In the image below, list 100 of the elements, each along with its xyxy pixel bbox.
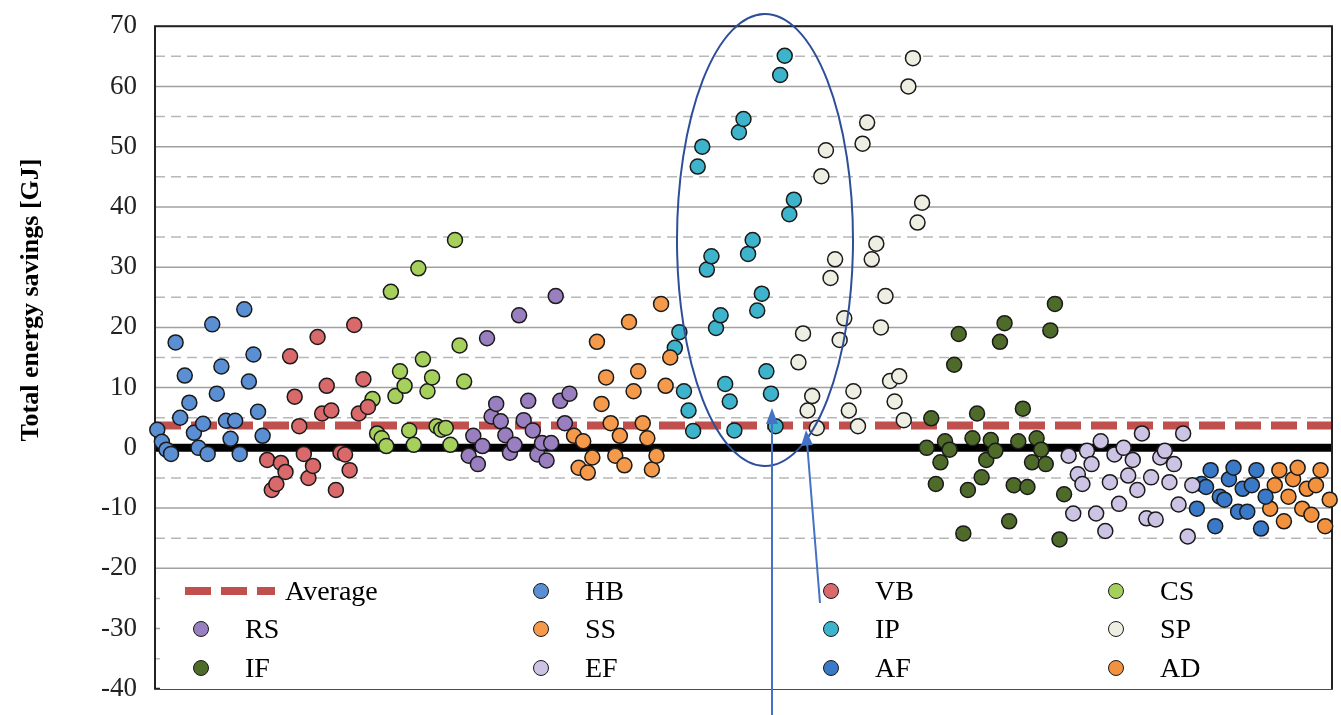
point (1307, 476, 1325, 494)
point (955, 525, 972, 542)
y-tick-label: 50 (110, 129, 137, 160)
y-tick-label: -10 (101, 491, 137, 522)
point (341, 461, 358, 479)
point (1197, 478, 1215, 496)
point (295, 445, 313, 463)
point (1133, 425, 1151, 442)
point (1078, 442, 1096, 460)
point (904, 49, 922, 67)
point (684, 422, 702, 440)
point (964, 429, 981, 447)
point (291, 417, 308, 435)
point (1202, 461, 1219, 479)
point (1074, 475, 1091, 493)
point (735, 110, 752, 128)
point (611, 427, 629, 445)
point (1184, 476, 1201, 494)
point (991, 333, 1009, 351)
point (776, 47, 793, 64)
point (400, 422, 418, 439)
point (249, 403, 267, 420)
point (469, 455, 487, 473)
legend-label: Average (285, 574, 378, 607)
point (538, 452, 555, 469)
point (167, 334, 184, 351)
point (753, 285, 771, 302)
point (625, 382, 642, 400)
point (1142, 469, 1160, 486)
point (382, 283, 400, 301)
point (162, 445, 180, 463)
point (1206, 517, 1224, 535)
point (909, 214, 926, 231)
point (194, 415, 212, 433)
point (941, 441, 958, 458)
point (208, 385, 226, 402)
point (391, 363, 409, 380)
point (181, 394, 198, 411)
point (1042, 322, 1059, 339)
point (1129, 481, 1146, 499)
point (1179, 528, 1196, 545)
point (474, 437, 491, 455)
point (872, 319, 890, 336)
point (410, 260, 427, 277)
y-axis-title: Total energy savings [GJ] (15, 158, 45, 442)
point (1115, 439, 1132, 457)
point (323, 402, 340, 419)
point (1147, 511, 1164, 528)
point (1275, 513, 1293, 530)
point (945, 356, 963, 373)
point (657, 377, 674, 395)
point (1243, 476, 1261, 494)
point (923, 410, 940, 427)
point (927, 475, 945, 493)
point (593, 395, 610, 413)
legend-label: SP (1160, 613, 1192, 646)
legend-label: CS (1160, 574, 1195, 607)
point (900, 78, 917, 95)
point (1119, 467, 1137, 484)
point (492, 413, 510, 430)
point (1161, 473, 1178, 491)
point (304, 457, 322, 475)
point (1064, 505, 1082, 522)
point (858, 114, 876, 131)
point (913, 194, 931, 211)
point (739, 245, 757, 263)
point (817, 142, 835, 159)
point (1005, 476, 1022, 494)
point (698, 261, 716, 278)
point (318, 377, 335, 395)
point (277, 463, 294, 481)
legend-label: EF (585, 652, 618, 685)
y-tick-label: 30 (110, 250, 137, 281)
point (813, 167, 830, 185)
point (863, 251, 880, 268)
point (547, 287, 564, 305)
point (213, 358, 230, 375)
point (405, 436, 423, 454)
point (579, 464, 597, 481)
y-tick-label: 10 (110, 370, 137, 401)
point (890, 367, 908, 385)
point (661, 349, 679, 366)
point (1000, 513, 1018, 530)
point (1032, 441, 1050, 458)
point (437, 419, 455, 437)
point (231, 445, 248, 463)
point (561, 385, 578, 402)
point (355, 370, 372, 388)
point (542, 434, 560, 452)
point (510, 307, 528, 324)
point (1156, 442, 1174, 460)
point (240, 373, 258, 390)
point (689, 158, 706, 175)
y-tick-label: -20 (101, 551, 137, 582)
point (620, 313, 638, 331)
point (616, 457, 633, 474)
point (414, 351, 432, 368)
point (648, 447, 665, 464)
point (1019, 478, 1036, 496)
point (1188, 500, 1206, 517)
